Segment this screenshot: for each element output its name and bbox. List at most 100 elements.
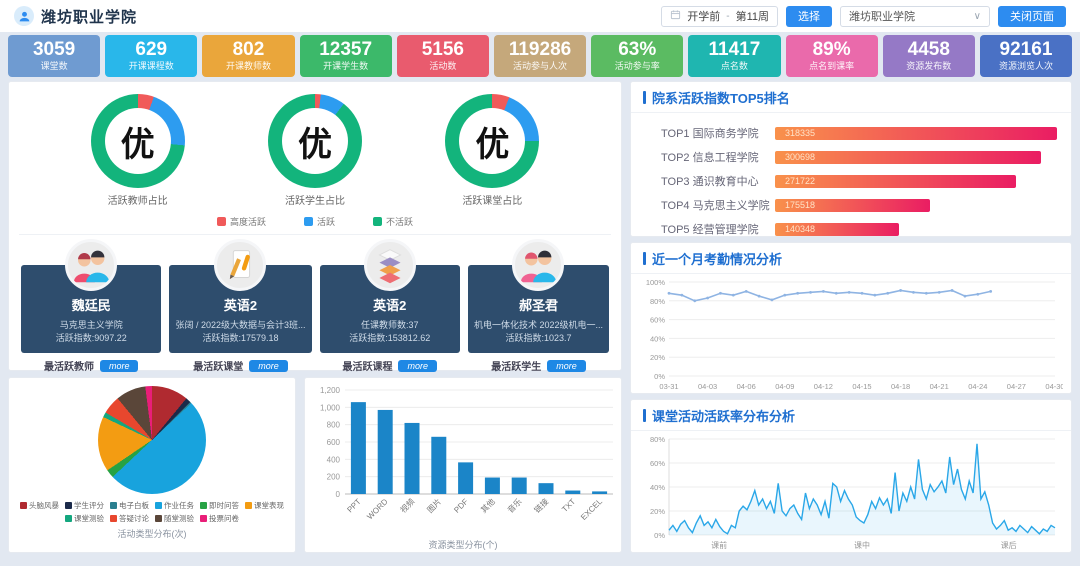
- week-range-picker[interactable]: 开学前 - 第11周: [661, 5, 778, 27]
- top5-bar-track: 300698: [775, 150, 1057, 164]
- close-page-button[interactable]: 关闭页面: [998, 5, 1066, 27]
- legend-item[interactable]: 高度活跃: [216, 215, 266, 228]
- pie-legend-item[interactable]: 课堂表现: [245, 500, 284, 511]
- period-end[interactable]: 第11周: [735, 11, 769, 23]
- school-dropdown[interactable]: 潍坊职业学院 ∨: [840, 5, 990, 27]
- svg-text:0%: 0%: [654, 531, 665, 540]
- activity-type-pie-panel: 头脑风暴 学生评分 电子白板 作业任务 即时问答 课堂表现课堂测验 答疑讨论 随堂测验 投票问卷…: [8, 377, 296, 553]
- stat-value: 3059: [32, 39, 76, 60]
- pie-legend-item[interactable]: 投票问卷: [200, 513, 239, 524]
- top5-row: TOP2 信息工程学院 300698: [637, 145, 1057, 169]
- pie-legend-item[interactable]: 头脑风暴: [20, 500, 59, 511]
- svg-text:1,200: 1,200: [320, 386, 341, 395]
- svg-text:链接: 链接: [532, 496, 550, 514]
- donut-ring: 优: [445, 94, 540, 188]
- legend-item[interactable]: 活跃: [303, 215, 335, 228]
- attendance-line-chart: 100% 80% 60% 40% 20% 0% 03-31 04-03 04-06 04-09 04…: [631, 274, 1071, 397]
- donut-ring: 优: [90, 94, 185, 188]
- more-button[interactable]: more: [249, 359, 288, 372]
- svg-text:图片: 图片: [425, 496, 443, 514]
- svg-text:课前: 课前: [711, 540, 727, 550]
- stat-value: 629: [135, 39, 168, 60]
- svg-text:60%: 60%: [650, 316, 665, 325]
- stat-value: 92161: [999, 39, 1053, 60]
- card-line2: 活跃指数:9097.22: [55, 333, 127, 343]
- legend-swatch: [245, 502, 252, 509]
- top5-row: TOP3 通识教育中心 271722: [637, 169, 1057, 193]
- stat-label: 开课课程数: [128, 61, 174, 71]
- svg-text:03-31: 03-31: [659, 382, 678, 391]
- stat-card-3: 12357 开课学生数: [299, 35, 392, 77]
- period-start[interactable]: 开学前: [687, 11, 721, 23]
- svg-text:04-30: 04-30: [1045, 382, 1063, 391]
- legend-swatch: [200, 515, 207, 522]
- stat-label: 活动数: [429, 61, 457, 71]
- title-marker: [643, 252, 646, 265]
- stat-label: 资源发布数: [906, 61, 952, 71]
- donut-grade: 优: [475, 126, 510, 164]
- pie-legend-item[interactable]: 课堂测验: [65, 513, 104, 524]
- card-line2: 活跃指数:153812.62: [349, 333, 431, 343]
- more-button[interactable]: more: [99, 359, 139, 372]
- page-title: 潍坊职业学院: [41, 8, 138, 26]
- legend-swatch: [110, 502, 117, 509]
- title-marker: [643, 409, 646, 422]
- select-button[interactable]: 选择: [786, 5, 832, 27]
- svg-text:04-03: 04-03: [698, 382, 717, 391]
- pie-legend-item[interactable]: 学生评分: [65, 500, 104, 511]
- pie-legend-item[interactable]: 答疑讨论: [110, 513, 149, 524]
- svg-text:20%: 20%: [650, 353, 665, 362]
- donut-legend: 高度活跃 活跃 不活跃: [19, 215, 611, 235]
- svg-text:课后: 课后: [1001, 540, 1017, 550]
- legend-swatch: [155, 515, 162, 522]
- pie-legend-item[interactable]: 即时问答: [200, 500, 239, 511]
- stat-card-6: 63% 活动参与率: [591, 35, 684, 77]
- svg-text:60%: 60%: [650, 459, 665, 468]
- card-footer: 最活跃课程 more: [320, 358, 460, 373]
- donut-charts: 优活跃教师占比优活跃学生占比优活跃课堂占比: [19, 88, 611, 207]
- card-footer-label: 最活跃课程: [342, 362, 393, 373]
- svg-text:TXT: TXT: [560, 497, 577, 514]
- pie-legend-item[interactable]: 电子白板: [110, 500, 149, 511]
- stat-label: 活动参与率: [614, 61, 660, 71]
- svg-text:04-24: 04-24: [968, 382, 987, 391]
- donut-chart: 优活跃学生占比: [267, 94, 362, 207]
- top5-panel: 院系活跃指数TOP5排名 TOP1 国际商务学院 318335 TOP2 信息工程学…: [630, 81, 1072, 237]
- legend-swatch: [200, 502, 207, 509]
- svg-text:40%: 40%: [650, 334, 665, 343]
- svg-text:04-12: 04-12: [814, 382, 833, 391]
- pie-legend-item[interactable]: 作业任务: [155, 500, 194, 511]
- svg-text:其他: 其他: [478, 496, 496, 514]
- top5-title: 院系活跃指数TOP5排名: [652, 91, 790, 106]
- activity-rate-panel: 课堂活动活跃率分布分析 80% 60% 40% 20% 0% 课前 课中 课后: [630, 399, 1072, 553]
- school-dropdown-value: 潍坊职业学院: [849, 11, 915, 23]
- stat-label: 课堂数: [40, 61, 68, 71]
- card-footer: 最活跃课堂 more: [169, 358, 311, 373]
- card-name: 英语2: [373, 298, 407, 313]
- svg-text:04-15: 04-15: [852, 382, 871, 391]
- stat-value: 11417: [708, 39, 761, 60]
- svg-text:04-06: 04-06: [737, 382, 756, 391]
- more-button[interactable]: more: [547, 359, 586, 372]
- donut-chart: 优活跃教师占比: [90, 94, 185, 207]
- stat-value: 63%: [618, 39, 657, 60]
- stat-card-10: 92161 资源浏览人次: [979, 35, 1073, 77]
- highlight-card-body: 魏廷民 马克思主义学院 活跃指数:9097.22: [21, 265, 162, 353]
- svg-text:100%: 100%: [646, 278, 666, 287]
- pie-legend-item[interactable]: 随堂测验: [155, 513, 194, 524]
- more-button[interactable]: more: [398, 359, 437, 372]
- legend-item[interactable]: 不活跃: [373, 215, 413, 228]
- stat-label: 点名到课率: [809, 61, 855, 71]
- highlight-card: 郝圣君 机电一体化技术 2022级机电一... 活跃指数:1023.7 最活跃学生 mo…: [467, 239, 609, 373]
- top5-label: TOP4 马克思主义学院: [661, 200, 770, 212]
- teacher-avatar-icon: [65, 239, 118, 291]
- stats-row: 3059 课堂数 629 开课课程数 802 开课教师数 12357 开课学生数 5156 活动数…: [0, 32, 1080, 81]
- stat-card-2: 802 开课教师数: [202, 35, 295, 77]
- card-line2: 活跃指数:17579.18: [202, 333, 279, 343]
- stat-label: 活动参与人次: [513, 61, 568, 71]
- stat-card-4: 5156 活动数: [396, 35, 489, 77]
- svg-text:PDF: PDF: [452, 497, 470, 515]
- top5-bar: 300698: [775, 150, 1042, 164]
- stat-value: 89%: [812, 39, 851, 60]
- svg-text:20%: 20%: [650, 507, 665, 516]
